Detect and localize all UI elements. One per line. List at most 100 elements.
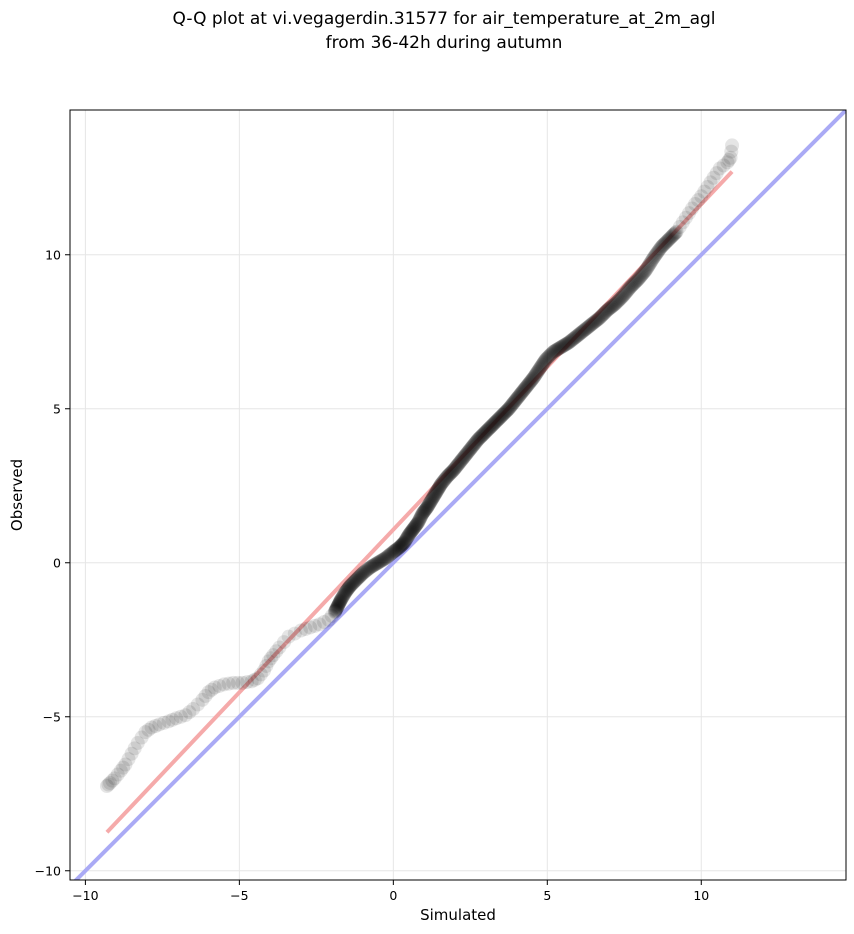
data-point bbox=[204, 682, 219, 697]
data-point bbox=[662, 231, 677, 246]
data-point bbox=[658, 236, 673, 251]
data-point bbox=[652, 242, 667, 257]
data-point bbox=[475, 427, 490, 442]
data-point bbox=[630, 273, 645, 288]
data-point bbox=[451, 456, 466, 471]
data-point bbox=[410, 516, 425, 531]
data-point bbox=[583, 318, 598, 333]
data-point bbox=[638, 264, 653, 279]
data-point bbox=[507, 394, 522, 409]
data-point bbox=[509, 391, 524, 406]
data-point bbox=[526, 370, 541, 385]
data-point bbox=[461, 444, 476, 459]
data-point bbox=[636, 265, 651, 280]
data-point bbox=[515, 384, 530, 399]
data-point bbox=[198, 688, 213, 703]
data-point bbox=[480, 423, 495, 438]
data-point bbox=[355, 566, 370, 581]
data-point bbox=[107, 771, 122, 786]
data-point bbox=[474, 428, 489, 443]
data-point bbox=[503, 400, 518, 415]
data-point bbox=[398, 534, 413, 549]
data-point bbox=[459, 447, 474, 462]
data-point bbox=[559, 336, 574, 351]
data-point bbox=[634, 267, 649, 282]
data-point bbox=[428, 487, 443, 502]
data-point bbox=[330, 600, 345, 615]
data-point bbox=[367, 557, 382, 572]
data-point bbox=[565, 332, 580, 347]
data-point bbox=[287, 626, 302, 641]
data-point bbox=[431, 481, 446, 496]
data-point bbox=[651, 244, 666, 259]
data-point bbox=[383, 547, 398, 562]
data-point bbox=[535, 358, 550, 373]
data-point bbox=[235, 675, 250, 690]
data-point bbox=[479, 423, 494, 438]
data-point bbox=[467, 436, 482, 451]
data-point bbox=[486, 417, 501, 432]
data-point bbox=[463, 442, 478, 457]
data-point bbox=[597, 306, 612, 321]
data-point bbox=[244, 674, 259, 689]
data-point bbox=[331, 597, 346, 612]
data-point bbox=[472, 431, 487, 446]
data-point bbox=[599, 303, 614, 318]
reference-lines bbox=[73, 110, 846, 880]
data-point bbox=[380, 549, 395, 564]
data-point bbox=[370, 555, 385, 570]
data-point bbox=[403, 525, 418, 540]
x-tick-label: 10 bbox=[693, 888, 709, 903]
data-point bbox=[604, 300, 619, 315]
data-point bbox=[343, 578, 358, 593]
data-point bbox=[103, 775, 118, 790]
data-point bbox=[645, 252, 660, 267]
data-point bbox=[413, 511, 428, 526]
data-point bbox=[407, 520, 422, 535]
data-point bbox=[437, 472, 452, 487]
data-point bbox=[504, 398, 519, 413]
data-point bbox=[391, 541, 406, 556]
data-point bbox=[667, 226, 682, 241]
data-point bbox=[409, 518, 424, 533]
data-point bbox=[468, 435, 483, 450]
data-point bbox=[655, 239, 670, 254]
data-point bbox=[466, 438, 481, 453]
data-point bbox=[226, 675, 241, 690]
data-point bbox=[373, 554, 388, 569]
data-point bbox=[253, 667, 268, 682]
data-point bbox=[402, 526, 417, 541]
data-point bbox=[720, 155, 735, 170]
data-point bbox=[525, 372, 540, 387]
data-point bbox=[605, 298, 620, 313]
data-point bbox=[353, 568, 368, 583]
plot-area-frame bbox=[69, 109, 847, 881]
data-point bbox=[360, 562, 375, 577]
data-point bbox=[444, 465, 459, 480]
data-point bbox=[422, 497, 437, 512]
data-point bbox=[668, 225, 683, 240]
data-point bbox=[483, 420, 498, 435]
data-point bbox=[446, 462, 461, 477]
data-point bbox=[398, 533, 413, 548]
data-point bbox=[716, 158, 731, 173]
data-point bbox=[536, 355, 551, 370]
data-point bbox=[459, 446, 474, 461]
data-point bbox=[392, 540, 407, 555]
data-point bbox=[434, 476, 449, 491]
data-point bbox=[127, 741, 142, 756]
data-point bbox=[419, 500, 434, 515]
data-point bbox=[598, 304, 613, 319]
data-point bbox=[528, 367, 543, 382]
data-point bbox=[499, 404, 514, 419]
data-point bbox=[453, 454, 468, 469]
data-point bbox=[478, 425, 493, 440]
data-point bbox=[644, 254, 659, 269]
data-point bbox=[584, 317, 599, 332]
data-point bbox=[437, 473, 452, 488]
data-point bbox=[579, 321, 594, 336]
data-point bbox=[212, 678, 227, 693]
data-point bbox=[602, 301, 617, 316]
data-point bbox=[647, 249, 662, 264]
data-point bbox=[433, 478, 448, 493]
